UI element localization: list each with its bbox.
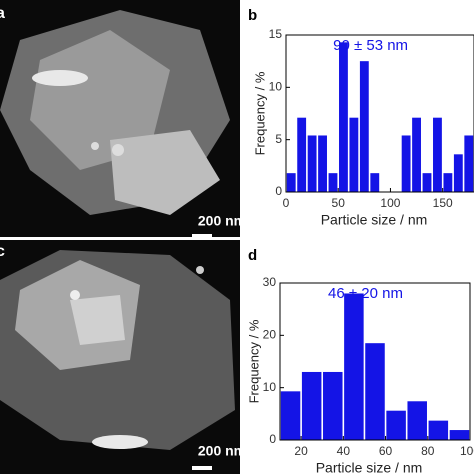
axes-frame [285,34,474,193]
bar [280,391,301,440]
scale-bar-label: 200 nm [198,213,246,229]
x-tick-label: 100 [460,444,474,458]
x-axis-label: Particle size / nm [321,212,428,228]
image-c [0,240,240,474]
bar [297,117,307,192]
bar [433,117,442,192]
x-tick-label: 100 [380,196,400,210]
bar [464,135,474,192]
bar [349,117,359,192]
bar [318,135,327,192]
scale-bar-label: 200 nm [198,443,246,459]
bar [453,154,463,192]
axes-frame [279,282,471,441]
y-tick-label: 30 [263,275,277,289]
y-tick-label: 0 [269,432,276,446]
panel-label: b [248,7,257,24]
bar [449,430,470,440]
x-tick-label: 60 [379,444,393,458]
x-tick-label: 0 [283,196,290,210]
panel-label: d [248,247,257,264]
y-tick-label: 10 [269,80,283,94]
panel-label: c [0,243,5,260]
bar [407,401,427,440]
annotation: 46 ± 20 nm [328,285,403,302]
bar [307,135,317,192]
y-tick-label: 10 [263,380,277,394]
bar [344,293,364,440]
annotation: 90 ± 53 nm [333,37,408,54]
x-tick-label: 80 [421,444,435,458]
y-axis-label: Frequency / % [246,319,261,403]
image-a [0,0,240,238]
bar [412,117,421,192]
x-axis-label: Particle size / nm [316,460,423,474]
y-tick-label: 20 [263,328,277,342]
x-tick-label: 40 [337,444,351,458]
bar [359,61,369,192]
bar [370,173,380,192]
bar [323,371,343,440]
y-axis-label: Frequency / % [252,71,267,155]
bar [422,173,432,192]
bar [339,42,348,193]
y-tick-label: 5 [275,132,282,146]
y-tick-label: 15 [269,27,283,41]
x-tick-label: 150 [433,196,453,210]
bar [428,420,449,440]
bar [301,371,322,440]
bar [401,135,411,192]
bar [365,343,385,440]
x-tick-label: 50 [332,196,346,210]
panel-label: a [0,5,5,22]
bar [386,410,406,440]
bar [286,173,296,192]
x-tick-label: 20 [294,444,308,458]
bar [443,173,453,192]
y-tick-label: 0 [275,184,282,198]
bar [328,173,338,192]
